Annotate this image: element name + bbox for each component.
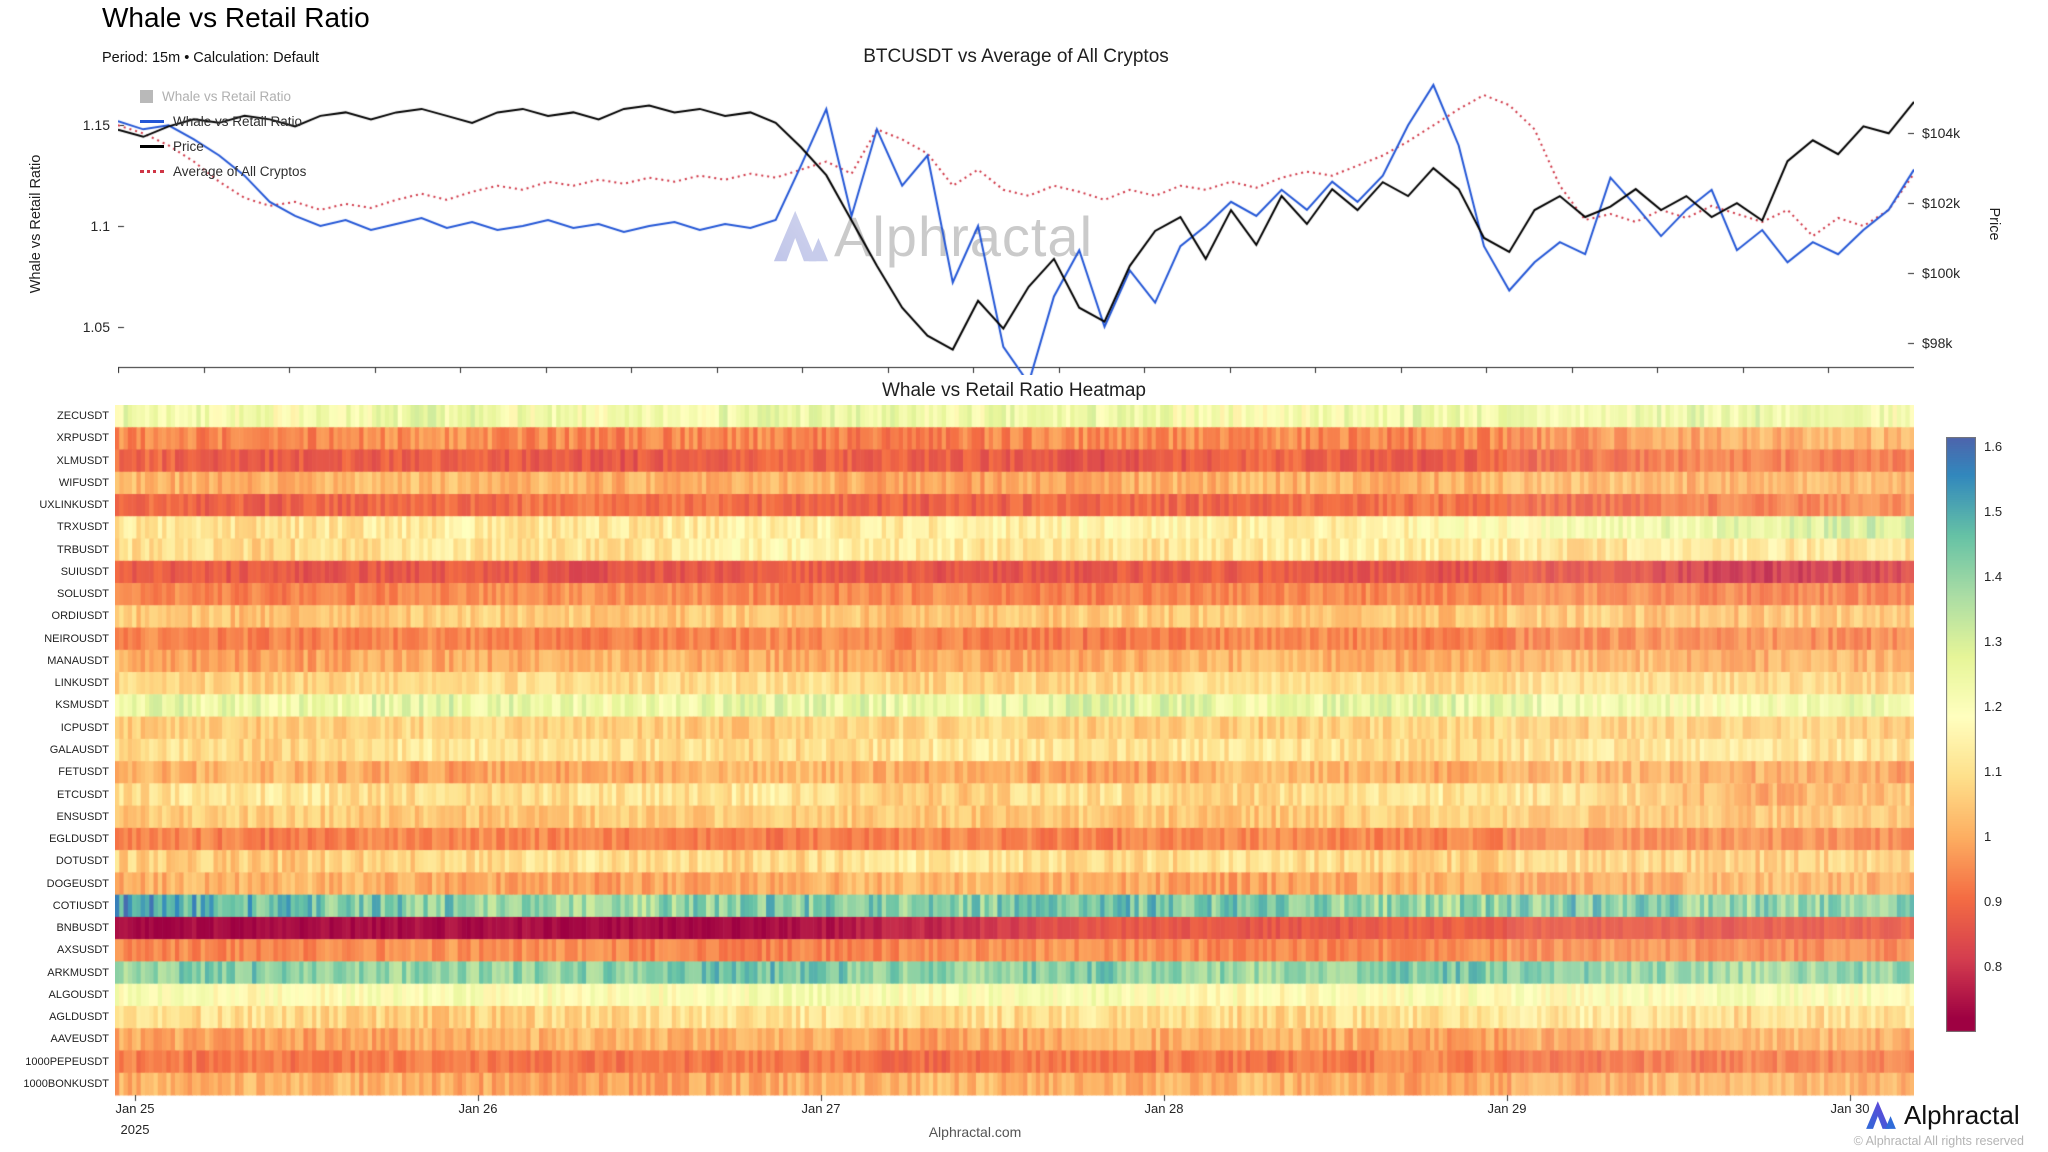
heatmap-row-label: NEIROUSDT xyxy=(44,632,109,645)
legend-swatch-line xyxy=(140,145,164,148)
footer-text: Alphractal.com xyxy=(928,1124,1022,1140)
heatmap-row-label: 1000BONKUSDT xyxy=(23,1077,109,1090)
legend-item[interactable]: Average of All Cryptos xyxy=(140,159,306,184)
heatmap-row-label: XRPUSDT xyxy=(56,432,109,445)
page-subtitle: Period: 15m • Calculation: Default xyxy=(102,50,320,66)
line-chart-canvas[interactable] xyxy=(118,81,1914,375)
heatmap-x-tick-label: Jan 26 xyxy=(458,1101,498,1116)
heatmap-row-label: WIFUSDT xyxy=(58,476,109,489)
heatmap-row-label: GALAUSDT xyxy=(49,744,109,756)
heatmap-row-label: ORDIUSDT xyxy=(51,610,109,623)
colorbar-tick-label: 1.6 xyxy=(1984,438,2003,454)
heatmap-title: Whale vs Retail Ratio Heatmap xyxy=(882,380,1146,401)
heatmap-row-label: 1000PEPEUSDT xyxy=(25,1055,109,1068)
heatmap-row-label: ETCUSDT xyxy=(57,788,109,801)
heatmap-row-label: UXLINKUSDT xyxy=(39,499,109,512)
colorbar-tick-label: 0.8 xyxy=(1984,958,2003,974)
left-axis-tick-label: 1.15 xyxy=(82,117,110,134)
heatmap-row-label: SUIUSDT xyxy=(60,565,109,578)
colorbar-tick-label: 0.9 xyxy=(1984,893,2003,909)
heatmap-row-label: AXSUSDT xyxy=(57,944,109,957)
heatmap-row-label: AGLDUSDT xyxy=(49,1011,109,1024)
heatmap-row-label: ZECUSDT xyxy=(57,410,109,423)
heatmap-row-label: KSMUSDT xyxy=(55,699,109,712)
legend-item[interactable]: Price xyxy=(140,134,306,159)
heatmap-row-label: ALGOUSDT xyxy=(48,988,109,1001)
heatmap-row-label: LINKUSDT xyxy=(54,677,109,690)
heatmap-row-label: ENSUSDT xyxy=(56,810,109,823)
colorbar-tick-label: 1.5 xyxy=(1984,503,2003,519)
left-axis-tick-label: 1.05 xyxy=(82,318,110,335)
heatmap-year-label: 2025 xyxy=(120,1122,150,1137)
legend-swatch-square xyxy=(140,90,153,103)
heatmap-row-label: XLMUSDT xyxy=(56,454,109,467)
heatmap-row-label: EGLDUSDT xyxy=(49,833,109,846)
heatmap-x-tick-label: Jan 29 xyxy=(1487,1101,1527,1116)
right-axis-tick-label: $98k xyxy=(1922,334,1953,351)
heatmap-x-tick-label: Jan 28 xyxy=(1144,1101,1184,1116)
heatmap-row-label: DOTUSDT xyxy=(55,855,109,868)
colorbar-tick-label: 1 xyxy=(1984,828,1992,844)
brand: Alphractal xyxy=(1864,1098,2020,1132)
right-axis-tick-label: $102k xyxy=(1922,195,1961,212)
heatmap-canvas[interactable] xyxy=(115,405,1914,1103)
page-title: Whale vs Retail Ratio xyxy=(102,2,370,33)
legend-item[interactable]: Whale vs Retail Ratio xyxy=(140,109,306,134)
copyright-text: © Alphractal All rights reserved xyxy=(1853,1134,2024,1148)
heatmap-x-tick-label: Jan 30 xyxy=(1830,1101,1870,1116)
heatmap-row-label: AAVEUSDT xyxy=(50,1033,109,1046)
legend-label: Whale vs Retail Ratio xyxy=(162,89,292,104)
left-axis-label: Whale vs Retail Ratio xyxy=(28,154,44,294)
heatmap-row-label: SOLUSDT xyxy=(57,588,109,601)
colorbar-tick-label: 1.4 xyxy=(1984,568,2003,584)
heatmap-row-label: ARKMUSDT xyxy=(47,966,109,979)
colorbar-tick-label: 1.2 xyxy=(1984,698,2003,714)
right-axis-tick-label: $104k xyxy=(1922,125,1961,142)
colorbar-tick-label: 1.3 xyxy=(1984,633,2003,649)
heatmap-row-label: TRXUSDT xyxy=(57,521,109,534)
heatmap-row-label: BNBUSDT xyxy=(56,922,109,935)
heatmap-row-label: COTIUSDT xyxy=(52,899,109,912)
heatmap-row-label: MANAUSDT xyxy=(47,654,109,667)
brand-name: Alphractal xyxy=(1904,1099,2020,1130)
heatmap-x-tick-label: Jan 25 xyxy=(115,1101,155,1116)
colorbar-tick-label: 1.1 xyxy=(1984,763,2003,779)
colorbar xyxy=(1946,437,1976,1032)
legend-swatch-line xyxy=(140,120,164,123)
right-axis-label: Price xyxy=(1986,207,2002,241)
legend-label: Price xyxy=(173,139,204,154)
heatmap-row-label: DOGEUSDT xyxy=(46,877,109,890)
legend-swatch-dotted xyxy=(140,170,164,173)
line-chart-legend: Whale vs Retail Ratio Whale vs Retail Rat… xyxy=(140,84,306,184)
legend-label: Whale vs Retail Ratio xyxy=(173,114,303,129)
heatmap-row-label: ICPUSDT xyxy=(60,721,109,734)
legend-item[interactable]: Whale vs Retail Ratio xyxy=(140,84,306,109)
line-chart-title: BTCUSDT vs Average of All Cryptos xyxy=(863,46,1169,67)
alphractal-logo-icon xyxy=(1866,1101,1896,1129)
left-axis-tick-label: 1.1 xyxy=(90,218,110,234)
legend-label: Average of All Cryptos xyxy=(173,164,307,179)
heatmap-row-label: FETUSDT xyxy=(58,766,109,779)
heatmap-x-tick-label: Jan 27 xyxy=(801,1101,841,1116)
heatmap-row-label: TRBUSDT xyxy=(57,543,109,556)
right-axis-tick-label: $100k xyxy=(1922,264,1961,281)
